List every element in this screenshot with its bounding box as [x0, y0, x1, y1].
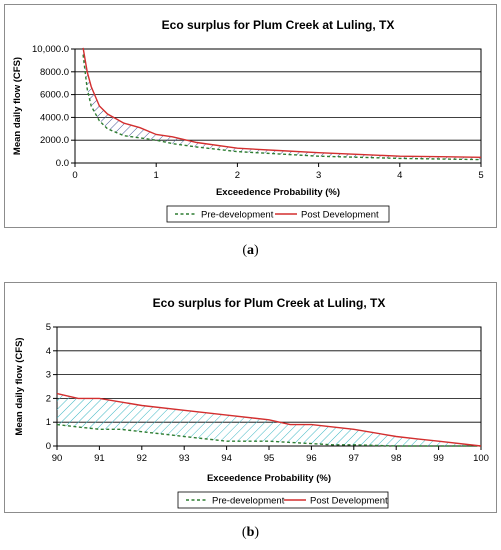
- y-tick-label: 2000.0: [40, 135, 69, 146]
- y-tick-label: 3: [46, 370, 51, 381]
- y-tick-label: 1: [46, 417, 51, 428]
- chart-title: Eco surplus for Plum Creek at Luling, TX: [162, 18, 395, 32]
- legend: [177, 491, 389, 509]
- caption-a: (a): [242, 243, 259, 258]
- x-tick-label: 2: [235, 170, 240, 181]
- legend-label-post: Post Development: [310, 496, 388, 507]
- chart-panel-a: Eco surplus for Plum Creek at Luling, TX…: [4, 4, 497, 228]
- x-tick-label: 91: [94, 453, 105, 464]
- y-tick-label: 8000.0: [40, 67, 69, 78]
- y-tick-label: 0.0: [56, 158, 69, 169]
- y-axis-label: Mean daily flow (CFS): [12, 57, 23, 155]
- plot-area: [74, 48, 482, 164]
- x-tick-label: 5: [478, 170, 483, 181]
- x-tick-label: 99: [433, 453, 444, 464]
- y-tick-label: 5: [46, 322, 51, 333]
- x-tick-label: 100: [473, 453, 489, 464]
- chart-panel-b: Eco surplus for Plum Creek at Luling, TX…: [4, 282, 497, 513]
- y-tick-label: 6000.0: [40, 90, 69, 101]
- x-axis-label: Exceedence Probability (%): [207, 473, 331, 484]
- legend-label-pre: Pre-development: [212, 496, 285, 507]
- x-tick-label: 90: [52, 453, 63, 464]
- x-tick-label: 94: [221, 453, 232, 464]
- x-tick-label: 93: [179, 453, 190, 464]
- caption-b-letter: b: [246, 525, 255, 540]
- y-tick-label: 2: [46, 393, 51, 404]
- chart-a-svg: Eco surplus for Plum Creek at Luling, TX…: [12, 18, 484, 223]
- x-tick-label: 0: [72, 170, 77, 181]
- x-tick-label: 96: [306, 453, 317, 464]
- y-axis-label: Mean daily flow (CFS): [14, 337, 25, 435]
- series-line-post-development: [82, 47, 482, 158]
- x-tick-label: 97: [349, 453, 360, 464]
- x-tick-label: 1: [154, 170, 159, 181]
- caption-a-letter: a: [247, 243, 254, 258]
- x-tick-label: 98: [391, 453, 402, 464]
- chart-b-svg: Eco surplus for Plum Creek at Luling, TX…: [14, 296, 489, 509]
- legend-label-post: Post Development: [301, 210, 379, 221]
- surplus-band: [83, 47, 481, 160]
- x-axis-label: Exceedence Probability (%): [216, 187, 340, 198]
- x-tick-label: 3: [316, 170, 321, 181]
- series-line-pre-development: [82, 54, 482, 161]
- y-tick-label: 0: [46, 441, 51, 452]
- y-tick-label: 4000.0: [40, 112, 69, 123]
- y-tick-label: 10,000.0: [32, 44, 69, 55]
- y-tick-label: 4: [46, 346, 51, 357]
- x-tick-label: 95: [264, 453, 275, 464]
- caption-b: (b): [241, 525, 260, 540]
- chart-title: Eco surplus for Plum Creek at Luling, TX: [153, 296, 386, 310]
- x-tick-label: 4: [397, 170, 402, 181]
- series-line-pre-development: [56, 423, 481, 447]
- series-line-post-development: [56, 392, 482, 447]
- x-tick-label: 92: [137, 453, 148, 464]
- legend-label-pre: Pre-development: [201, 210, 274, 221]
